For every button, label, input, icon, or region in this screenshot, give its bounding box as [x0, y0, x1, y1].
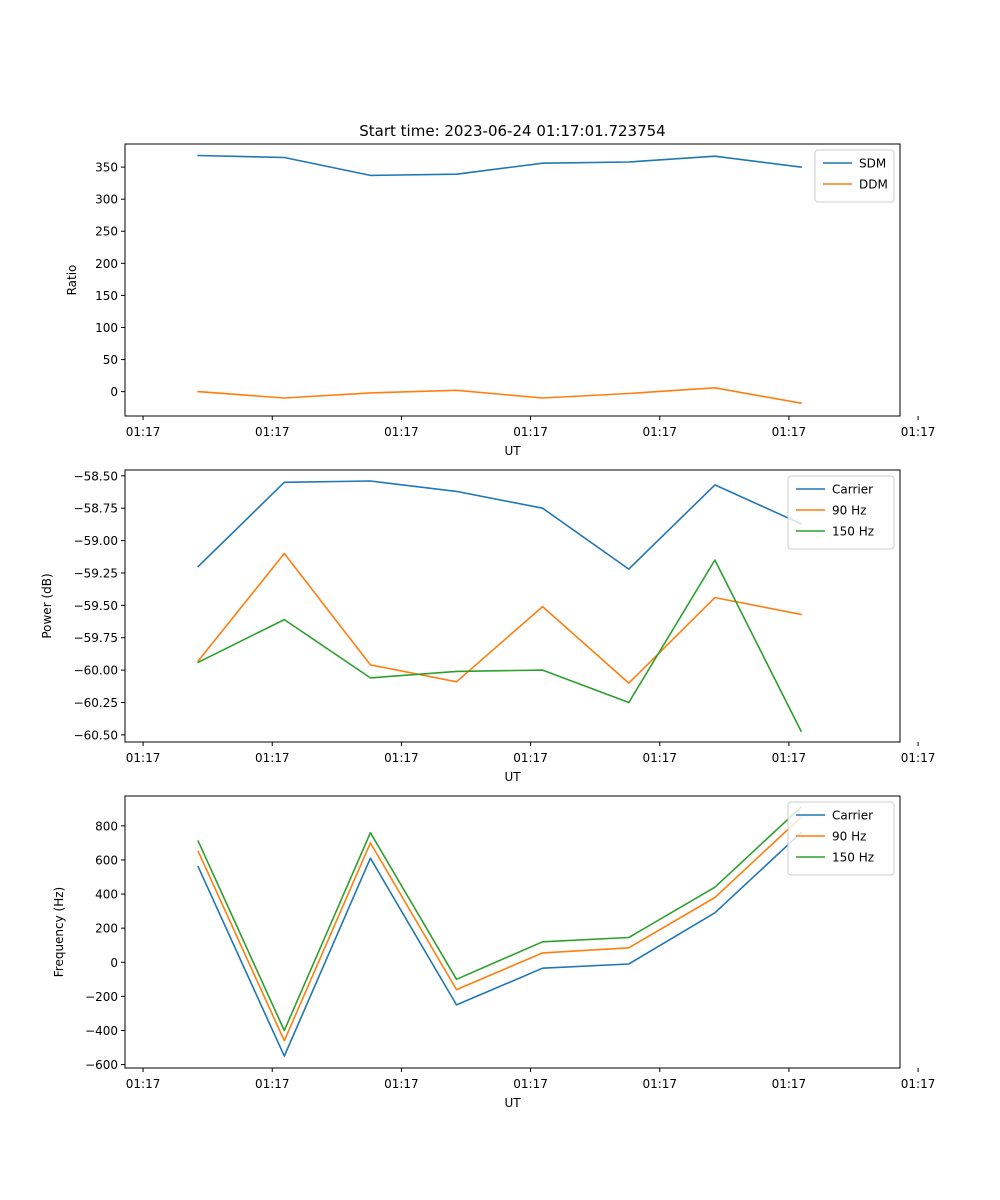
y-tick-label: −200	[85, 990, 118, 1004]
series-line-90-hz	[197, 552, 802, 684]
x-axis-label: UT	[504, 444, 521, 458]
y-tick-label: −600	[85, 1058, 118, 1072]
y-tick-label: 250	[95, 225, 118, 239]
x-tick-label: 01:17	[642, 1077, 677, 1091]
x-tick-label: 01:17	[772, 1077, 807, 1091]
x-tick-label: 01:17	[642, 425, 677, 439]
x-tick-label: 01:17	[513, 425, 548, 439]
x-tick-label: 01:17	[513, 751, 548, 765]
x-axis-label: UT	[504, 770, 521, 784]
y-tick-label: 0	[110, 956, 118, 970]
legend-label: 90 Hz	[832, 830, 866, 844]
y-tick-label: 300	[95, 193, 118, 207]
x-tick-label: 01:17	[255, 425, 290, 439]
series-line-carrier	[197, 480, 803, 570]
legend-label: SDM	[859, 157, 886, 171]
y-tick-label: −58.50	[74, 469, 118, 483]
x-tick-label: 01:17	[126, 751, 161, 765]
y-axis-label: Ratio	[65, 265, 79, 296]
x-tick-label: 01:17	[255, 1077, 290, 1091]
chart-panel-2: 01:17 01:17 01:17 01:17 01:17 01:17 01:17 −58.5…	[40, 469, 935, 784]
y-tick-label: −60.25	[74, 696, 118, 710]
y-tick-label: 600	[95, 853, 118, 867]
series-line-90-hz	[197, 816, 803, 1042]
legend-label: DDM	[859, 178, 888, 192]
y-tick-label: 200	[95, 922, 118, 936]
x-tick-label: 01:17	[772, 425, 807, 439]
x-tick-label: 01:17	[384, 1077, 419, 1091]
y-tick-label: −59.50	[74, 599, 118, 613]
y-axis-label: Frequency (Hz)	[52, 887, 66, 978]
y-tick-label: −59.75	[74, 631, 118, 645]
x-tick-label: 01:17	[384, 425, 419, 439]
y-tick-label: 100	[95, 321, 118, 335]
y-tick-label: 150	[95, 289, 118, 303]
x-tick-label: 01:17	[901, 1077, 936, 1091]
y-tick-label: −400	[85, 1024, 118, 1038]
figure-title: Start time: 2023-06-24 01:17:01.723754	[359, 122, 665, 140]
y-tick-label: −58.75	[74, 502, 118, 516]
x-tick-label: 01:17	[126, 425, 161, 439]
y-tick-label: −60.50	[74, 728, 118, 742]
y-tick-label: −60.00	[74, 664, 118, 678]
x-tick-label: 01:17	[901, 425, 936, 439]
y-tick-label: 200	[95, 257, 118, 271]
series-line-sdm	[197, 154, 802, 177]
axes-frame	[124, 795, 901, 1069]
x-tick-label: 01:17	[126, 1077, 161, 1091]
x-tick-label: 01:17	[513, 1077, 548, 1091]
chart-panel-1: 01:17 01:17 01:17 01:17 01:17 01:17 01:17 0 50 10…	[65, 143, 936, 458]
series-line-ddm	[197, 386, 802, 405]
y-tick-label: 350	[95, 161, 118, 175]
y-tick-label: 400	[95, 888, 118, 902]
legend-label: 150 Hz	[832, 851, 874, 865]
y-axis-label: Power (dB)	[40, 573, 54, 638]
axes-frame	[124, 143, 901, 417]
chart-panel-3: 01:17 01:17 01:17 01:17 01:17 01:17 01:17 −600 −…	[52, 795, 936, 1110]
legend-label: 150 Hz	[832, 525, 874, 539]
y-tick-label: 800	[95, 819, 118, 833]
x-tick-label: 01:17	[255, 751, 290, 765]
legend-label: Carrier	[832, 809, 873, 823]
legend-label: 90 Hz	[832, 504, 866, 518]
y-tick-label: −59.25	[74, 566, 118, 580]
x-axis-label: UT	[504, 1096, 521, 1110]
x-tick-label: 01:17	[772, 751, 807, 765]
legend-label: Carrier	[832, 483, 873, 497]
y-tick-label: 50	[103, 353, 118, 367]
y-tick-label: −59.00	[74, 534, 118, 548]
legend: SDM DDM	[814, 149, 895, 203]
y-tick-label: 0	[110, 385, 118, 399]
series-line-150-hz	[197, 805, 803, 1032]
x-tick-label: 01:17	[642, 751, 677, 765]
x-tick-label: 01:17	[901, 751, 936, 765]
x-tick-label: 01:17	[384, 751, 419, 765]
series-line-150-hz	[197, 559, 803, 733]
series-line-carrier	[197, 831, 803, 1057]
axes-frame	[124, 469, 901, 743]
legend: Carrier 90 Hz 150 Hz	[787, 801, 895, 876]
legend: Carrier 90 Hz 150 Hz	[787, 475, 895, 550]
